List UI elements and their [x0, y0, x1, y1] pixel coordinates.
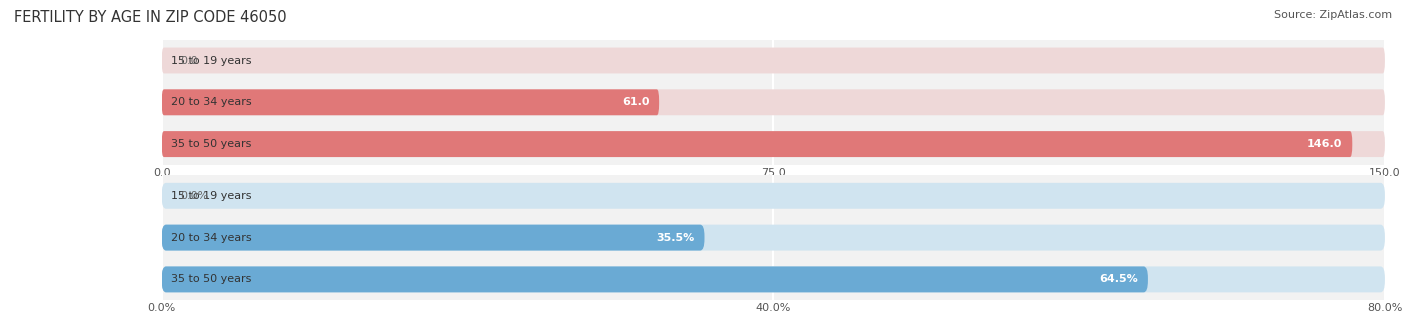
Text: 15 to 19 years: 15 to 19 years — [172, 191, 252, 201]
Text: 20 to 34 years: 20 to 34 years — [172, 97, 252, 107]
FancyBboxPatch shape — [162, 183, 1385, 209]
Text: 35 to 50 years: 35 to 50 years — [172, 275, 252, 284]
Text: 35.5%: 35.5% — [657, 233, 695, 243]
Text: 146.0: 146.0 — [1308, 139, 1343, 149]
Text: 20 to 34 years: 20 to 34 years — [172, 233, 252, 243]
FancyBboxPatch shape — [162, 266, 1385, 292]
Text: FERTILITY BY AGE IN ZIP CODE 46050: FERTILITY BY AGE IN ZIP CODE 46050 — [14, 10, 287, 25]
Text: 35 to 50 years: 35 to 50 years — [172, 139, 252, 149]
Text: Source: ZipAtlas.com: Source: ZipAtlas.com — [1274, 10, 1392, 20]
FancyBboxPatch shape — [162, 48, 1385, 74]
Text: 0.0: 0.0 — [180, 55, 198, 65]
FancyBboxPatch shape — [162, 131, 1353, 157]
FancyBboxPatch shape — [162, 225, 1385, 250]
FancyBboxPatch shape — [162, 266, 1147, 292]
FancyBboxPatch shape — [162, 89, 659, 115]
Text: 15 to 19 years: 15 to 19 years — [172, 55, 252, 65]
Text: 0.0%: 0.0% — [180, 191, 208, 201]
FancyBboxPatch shape — [162, 89, 1385, 115]
FancyBboxPatch shape — [162, 131, 1385, 157]
Text: 64.5%: 64.5% — [1099, 275, 1137, 284]
Text: 61.0: 61.0 — [621, 97, 650, 107]
FancyBboxPatch shape — [162, 225, 704, 250]
